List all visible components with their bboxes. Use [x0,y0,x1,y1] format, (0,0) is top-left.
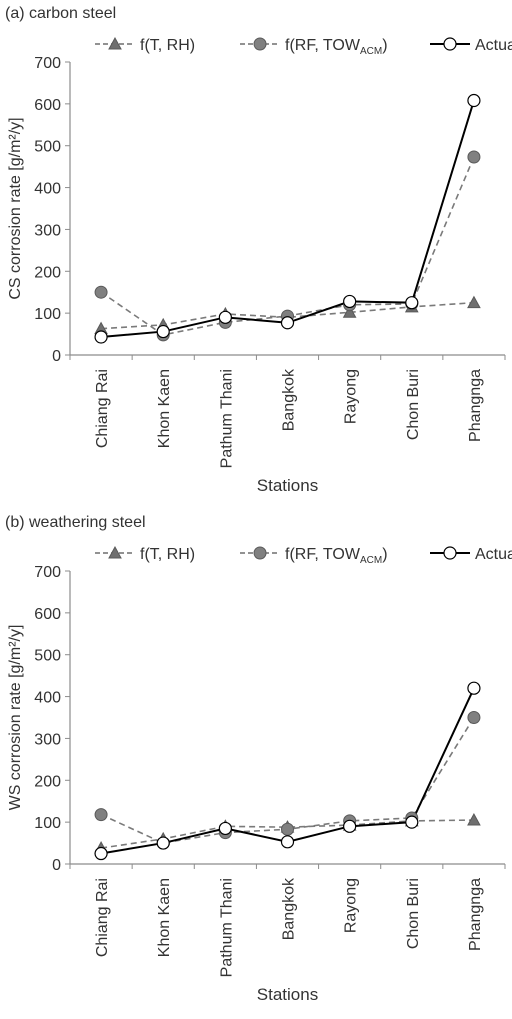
legend-marker [253,37,267,51]
x-tick-label: Phangnga [467,369,484,442]
y-tick-label: 200 [34,773,61,790]
data-point-series-2 [94,330,108,344]
legend-label-main: Actual [475,546,512,563]
data-point-series-2 [218,821,232,836]
x-axis-title: Stations [257,476,318,495]
x-tick-label: Pathum Thani [218,878,235,977]
y-tick-label: 500 [34,648,61,665]
legend-label-main: f(RF, TOW [285,546,361,563]
data-point-series-2 [218,310,232,324]
x-tick-label: Chon Buri [405,369,422,440]
x-tick-label: Rayong [343,878,360,933]
legend-marker [443,37,457,51]
x-tick-label: Rayong [343,369,360,424]
legend-item: f(RF, TOWACM) [240,546,388,566]
y-tick-label: 200 [34,264,61,281]
chart-svg: (b) weathering steel f(T, RH) f(RF, TOWACM… [5,514,512,1004]
x-tick-label: Pathum Thani [218,369,235,468]
y-axis-title: WS corrosion rate [g/m²/y] [7,625,24,811]
x-tick-label: Bangkok [281,877,298,940]
y-tick-label: 600 [34,606,61,623]
legend-item: Actual [430,546,512,563]
series-line-1 [100,156,475,336]
x-tick-label: Khon Kaen [156,878,173,957]
chart-panel-weathering-steel: (b) weathering steel f(T, RH) f(RF, TOWACM… [0,509,512,1019]
y-tick-label: 500 [34,139,61,156]
chart-panel-carbon-steel: (a) carbon steel f(T, RH) f(RF, TOWACM) Act… [5,5,512,495]
y-tick-label: 400 [34,690,61,707]
legend-marker [108,36,122,50]
legend-label-subscript: ACM [360,555,382,566]
data-point-series-2 [280,316,295,330]
legend-item: f(T, RH) [95,545,195,563]
legend-label: f(T, RH) [140,546,195,563]
x-tick-label: Phangnga [467,878,484,951]
legend-marker [108,545,122,559]
data-point-series-2 [156,324,170,339]
data-point-series-2 [343,294,357,309]
data-point-series-0 [467,295,481,309]
data-point-series-1 [94,285,108,299]
legend-label: f(RF, TOWACM) [285,37,388,57]
y-tick-label: 0 [52,857,61,874]
legend-label-subscript: ACM [360,46,382,57]
y-tick-label: 600 [34,97,61,114]
data-point-series-1 [281,822,294,836]
legend-item: f(RF, TOWACM) [240,37,388,57]
legend-marker [443,546,457,560]
chart-svg: (a) carbon steel f(T, RH) f(RF, TOWACM) Act… [5,5,512,495]
legend-label-tail: ) [382,37,387,54]
y-tick-label: 300 [34,731,61,748]
y-tick-label: 300 [34,222,61,239]
legend-label-main: f(T, RH) [140,546,195,563]
x-axis-title: Stations [257,985,318,1004]
y-tick-label: 400 [34,181,61,198]
legend-label-main: f(T, RH) [140,37,195,54]
data-point-series-2 [343,819,357,833]
data-point-series-2 [156,836,170,850]
data-point-series-1 [467,711,481,724]
chart-title: (b) weathering steel [5,514,146,531]
data-point-series-2 [405,815,419,829]
y-tick-label: 700 [34,55,61,72]
legend: f(T, RH) f(RF, TOWACM) Actual [95,545,512,566]
data-point-series-0 [467,813,481,826]
legend-label: Actual [475,546,512,563]
data-point-series-2 [405,296,419,310]
legend-label: Actual [475,37,512,54]
legend-label-main: Actual [475,37,512,54]
data-point-series-2 [467,681,481,695]
y-tick-label: 100 [34,815,61,832]
legend-label-main: f(RF, TOW [285,37,361,54]
chart-title: (a) carbon steel [5,5,116,22]
y-tick-label: 700 [34,564,61,581]
data-point-series-1 [94,808,108,822]
x-tick-label: Chiang Rai [94,878,111,957]
y-axis-title: CS corrosion rate [g/m²/y] [7,117,24,299]
legend: f(T, RH) f(RF, TOWACM) Actual [95,36,512,57]
y-tick-label: 0 [52,348,61,365]
y-tick-label: 100 [34,306,61,323]
legend-label: f(RF, TOWACM) [285,546,388,566]
data-point-series-2 [280,835,295,849]
legend-item: f(T, RH) [95,36,195,54]
x-tick-label: Khon Kaen [156,369,173,448]
legend-item: Actual [430,37,512,54]
x-tick-label: Chon Buri [405,878,422,949]
data-point-series-2 [467,93,481,108]
data-point-series-1 [467,150,481,164]
legend-marker [253,546,267,560]
data-point-series-0 [342,305,357,318]
x-tick-label: Bangkok [281,368,298,431]
x-tick-label: Chiang Rai [94,369,111,448]
legend-label: f(T, RH) [140,37,195,54]
legend-label-tail: ) [382,546,387,563]
data-point-series-2 [94,846,108,861]
